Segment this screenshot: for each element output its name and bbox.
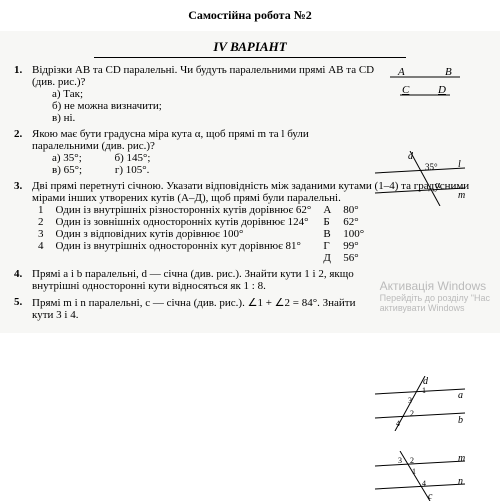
q2-opt-d: г) 105°. xyxy=(115,164,150,176)
fig1-B: B xyxy=(445,66,452,78)
wm-line1: Активація Windows xyxy=(380,279,490,293)
fig2-ang: 35° xyxy=(425,162,438,172)
q3-vA: 80° xyxy=(337,204,370,216)
q1-opt-c: в) ні. xyxy=(52,112,486,124)
fig4-2: 2 xyxy=(410,409,414,418)
q3-vE: 56° xyxy=(337,252,370,264)
q3-table: 1 Один із внутрішніх різносторонніх куті… xyxy=(32,204,370,264)
fig1-C: C xyxy=(402,84,410,96)
q3-cC: В xyxy=(317,228,337,240)
watermark: Активація Windows Перейдіть до розділу "… xyxy=(380,279,490,313)
q3-r1n: 1 xyxy=(32,204,50,216)
table-row: 4 Один із внутрішніх односторонніх кут д… xyxy=(32,240,370,252)
fig5-n: n xyxy=(458,476,463,487)
q3-vD: 99° xyxy=(337,240,370,252)
fig5-2: 2 xyxy=(410,456,414,465)
figure-1: A B C D xyxy=(380,65,470,108)
wm-line2: Перейдіть до розділу "Нас xyxy=(380,293,490,303)
fig4-3: 3 xyxy=(408,396,412,405)
table-row: 3 Один з відповідних кутів дорівнює 100°… xyxy=(32,228,370,240)
q3-r4t: Один із внутрішніх односторонніх кут дор… xyxy=(50,240,318,252)
figure-5: c m n 3 2 1 4 xyxy=(370,451,470,504)
figure-4: d a b 1 3 2 4 xyxy=(370,376,470,434)
q3-vB: 62° xyxy=(337,216,370,228)
fig4-a: a xyxy=(458,390,463,401)
table-row: 1 Один із внутрішніх різносторонніх куті… xyxy=(32,204,370,216)
q3-r2t: Один із зовнішніх односторонніх кутів до… xyxy=(50,216,318,228)
q3-r3n: 3 xyxy=(32,228,50,240)
q3-cE: Д xyxy=(317,252,337,264)
q2-number: 2. xyxy=(14,128,32,176)
q3-cA: А xyxy=(317,204,337,216)
fig2-a: α xyxy=(435,180,441,191)
q3-r4n: 4 xyxy=(32,240,50,252)
q3-cD: Г xyxy=(317,240,337,252)
page-title: Самостійна робота №2 xyxy=(0,0,500,31)
q1-number: 1. xyxy=(14,64,32,124)
content-area: IV ВАРІАНТ 1. Відрізки AB та CD паралель… xyxy=(0,31,500,333)
fig4-b: b xyxy=(458,415,463,426)
fig2-m: m xyxy=(458,190,465,201)
fig1-D: D xyxy=(437,84,446,96)
table-row: 2 Один із зовнішніх односторонніх кутів … xyxy=(32,216,370,228)
q3-vC: 100° xyxy=(337,228,370,240)
q3-r1t: Один із внутрішніх різносторонніх кутів … xyxy=(50,204,318,216)
q3-cB: Б xyxy=(317,216,337,228)
fig4-1: 1 xyxy=(422,386,426,395)
q3-r3t: Один з відповідних кутів дорівнює 100° xyxy=(50,228,318,240)
q2-text: Якою має бути градусна міра кута α, щоб … xyxy=(32,128,486,152)
q5-number: 5. xyxy=(14,296,32,321)
q2-opt-a: а) 35°; xyxy=(52,152,82,164)
q3-number: 3. xyxy=(14,180,32,264)
table-row: Д 56° xyxy=(32,252,370,264)
q4-number: 4. xyxy=(14,268,32,292)
fig5-1: 1 xyxy=(412,467,416,476)
fig5-m: m xyxy=(458,453,465,464)
q2-opt-b: б) 145°; xyxy=(115,152,151,164)
q2-opt-c: в) 65°; xyxy=(52,164,82,176)
wm-line3: активувати Windows xyxy=(380,303,490,313)
variant-heading: IV ВАРІАНТ xyxy=(94,39,406,58)
q3-r2n: 2 xyxy=(32,216,50,228)
fig1-A: A xyxy=(397,66,405,78)
fig4-4: 4 xyxy=(396,419,400,428)
fig5-4: 4 xyxy=(422,479,426,488)
fig2-l: l xyxy=(458,159,461,170)
figure-2: d l m 35° α xyxy=(370,151,470,209)
fig5-3: 3 xyxy=(398,456,402,465)
